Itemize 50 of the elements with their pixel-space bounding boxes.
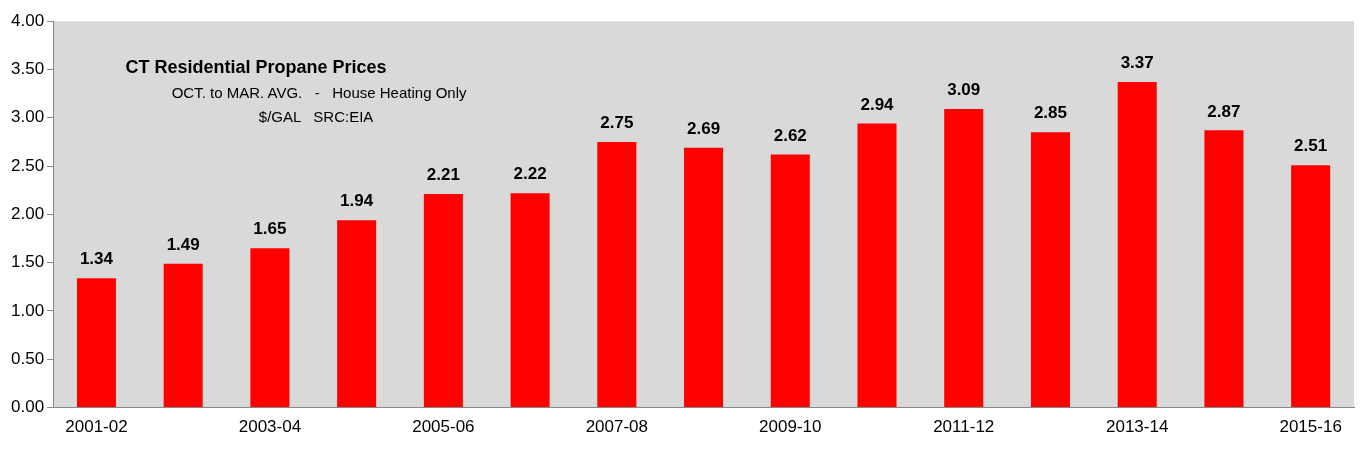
bar: [684, 147, 724, 408]
y-tick-label: 3.50: [10, 59, 45, 79]
data-label: 1.94: [340, 191, 374, 211]
y-tick-label: 2.50: [10, 155, 45, 175]
data-label: 2.94: [860, 94, 895, 114]
bar: [76, 278, 116, 408]
x-tick-label: 2013-14: [1105, 417, 1169, 437]
data-label: 3.37: [1120, 53, 1154, 73]
text: OCT. to MAR. AVG. - House Heating Only: [171, 84, 467, 102]
data-label: 2.85: [1033, 103, 1067, 123]
annotation: $/GAL SRC:EIA: [258, 108, 374, 126]
bar: [163, 263, 203, 408]
data-label: 2.69: [687, 118, 721, 138]
data-label: 2.62: [773, 125, 807, 145]
data-label: 1.34: [79, 249, 114, 269]
bar: [1291, 165, 1331, 408]
bar: [770, 154, 810, 408]
bar: [597, 141, 637, 408]
bar: [944, 109, 984, 408]
bar: [510, 193, 550, 408]
y-tick-label: 3.00: [10, 107, 45, 127]
data-label: 2.75: [600, 113, 634, 133]
data-label: 2.22: [513, 164, 547, 184]
x-tick-label: 2003-04: [238, 417, 302, 437]
y-tick-label: 1.00: [10, 300, 45, 320]
y-tick-label: 1.50: [10, 252, 45, 272]
x-tick-label: 2015-16: [1279, 417, 1342, 437]
x-tick-label: 2009-10: [759, 417, 822, 437]
y-tick-label: 2.00: [10, 204, 45, 224]
bar: [857, 123, 897, 408]
bar: [1117, 82, 1157, 408]
x-tick-label: 2007-08: [585, 417, 649, 437]
bar: [250, 248, 290, 408]
y-tick-label: 0.00: [10, 397, 45, 417]
text: CT Residential Propane Prices: [125, 57, 387, 78]
bar: [337, 220, 377, 408]
data-label: 3.09: [947, 80, 981, 100]
y-tick-label: 0.50: [10, 348, 45, 368]
bar: [1030, 132, 1070, 408]
bar: [1204, 130, 1244, 408]
x-tick-label: 2011-12: [933, 417, 995, 437]
y-tick-label: 4.00: [10, 10, 45, 30]
data-label: 2.87: [1207, 101, 1241, 121]
bar: [423, 194, 463, 408]
data-label: 2.51: [1294, 136, 1328, 156]
x-tick-label: 2005-06: [412, 417, 475, 437]
x-tick-label: 2001-02: [65, 417, 128, 437]
data-label: 1.65: [253, 219, 287, 239]
data-label: 2.21: [426, 165, 460, 185]
data-label: 1.49: [166, 234, 200, 254]
